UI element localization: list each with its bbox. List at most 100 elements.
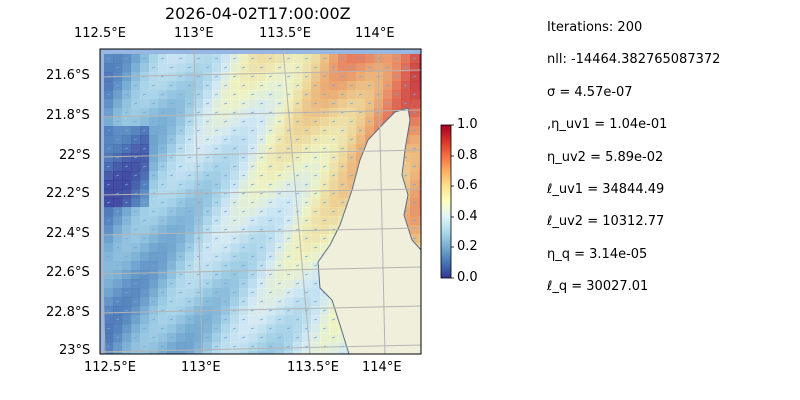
quiver-arrow [322, 219, 327, 222]
quiver-arrow [241, 156, 246, 159]
heatmap-cell [320, 63, 330, 73]
heatmap-cell [176, 261, 186, 271]
quiver-arrow [241, 174, 246, 177]
heatmap-cell [194, 153, 204, 163]
quiver-arrow [412, 57, 417, 60]
quiver-arrow [250, 327, 255, 330]
heatmap-cell [131, 270, 141, 280]
quiver-arrow [151, 174, 156, 177]
heatmap-cell [194, 351, 204, 354]
heatmap-cell [149, 72, 159, 82]
heatmap-cell [320, 207, 330, 217]
heatmap-cell [104, 333, 114, 343]
quiver-arrow [214, 345, 219, 348]
quiver-arrow [214, 111, 219, 114]
heatmap-cell [167, 90, 177, 100]
heatmap-cell [311, 252, 321, 262]
quiver-arrow [187, 318, 192, 321]
heatmap-cell [302, 189, 312, 199]
quiver-arrow [286, 309, 291, 312]
heatmap-cell [149, 54, 159, 64]
quiver-arrow [205, 66, 210, 69]
heatmap-cell [419, 243, 421, 253]
heatmap-cell [203, 216, 213, 226]
heatmap-cell [419, 189, 421, 199]
quiver-arrow [331, 84, 336, 87]
heatmap-cell [104, 279, 114, 289]
heatmap-cell [203, 288, 213, 298]
heatmap-cell [167, 288, 177, 298]
heatmap-cell [248, 81, 258, 91]
heatmap-cell [104, 315, 114, 325]
quiver-arrow [142, 219, 147, 222]
heatmap-cell [140, 117, 150, 127]
heatmap-cell [212, 189, 222, 199]
heatmap-cell [167, 180, 177, 190]
heatmap-cell [284, 99, 294, 109]
heatmap-cell [140, 135, 150, 145]
heatmap-cell [149, 198, 159, 208]
heatmap-cell [239, 180, 249, 190]
heatmap-cell [212, 207, 222, 217]
quiver-arrow [133, 318, 138, 321]
heatmap-cell [113, 162, 123, 172]
quiver-arrow [268, 255, 273, 258]
quiver-arrow [160, 273, 165, 276]
heatmap-cell [338, 117, 348, 127]
quiver-arrow [115, 282, 120, 285]
quiver-arrow [403, 174, 408, 177]
heatmap-cell [104, 99, 114, 109]
heatmap-cell [356, 117, 366, 127]
quiver-arrow [313, 210, 318, 213]
heatmap-cell [284, 81, 294, 91]
heatmap-cell [293, 324, 303, 334]
heatmap-cell [203, 162, 213, 172]
heatmap-cell [176, 171, 186, 181]
heatmap-cell [419, 72, 421, 82]
colorbar-tick: 0.2 [457, 239, 478, 254]
quiver-arrow [214, 219, 219, 222]
heatmap-cell [266, 279, 276, 289]
heatmap-cell [140, 153, 150, 163]
quiver-arrow [295, 246, 300, 249]
quiver-arrow [304, 147, 309, 150]
heatmap-cell [302, 135, 312, 145]
heatmap-cell [320, 171, 330, 181]
heatmap-cell [293, 234, 303, 244]
quiver-arrow [115, 156, 120, 159]
heatmap-cell [104, 153, 114, 163]
heatmap-cell [158, 153, 168, 163]
quiver-arrow [422, 139, 425, 140]
quiver-arrow [304, 129, 309, 132]
heatmap-cell [329, 144, 339, 154]
heatmap-cell [284, 171, 294, 181]
heatmap-cell [284, 189, 294, 199]
quiver-arrow [322, 57, 327, 60]
heatmap-cell [122, 63, 132, 73]
heatmap-cell [311, 351, 321, 354]
quiver-arrow [295, 84, 300, 87]
quiver-arrow [322, 93, 327, 96]
heatmap-cell [302, 171, 312, 181]
heatmap-cell [329, 351, 339, 354]
heatmap-cell [230, 153, 240, 163]
heatmap-cell [149, 216, 159, 226]
heatmap-cell [140, 225, 150, 235]
heatmap-cell [419, 198, 421, 208]
quiver-arrow [313, 192, 318, 195]
heatmap-cell [185, 234, 195, 244]
heatmap-cell [419, 171, 421, 181]
heatmap-cell [158, 297, 168, 307]
heatmap-cell [275, 144, 285, 154]
stat-eta-q: η_q = 3.14e-05 [547, 247, 648, 262]
heatmap-cell [257, 180, 267, 190]
heatmap-cell [266, 135, 276, 145]
quiver-arrow [259, 174, 264, 177]
heatmap-cell [257, 351, 267, 354]
quiver-arrow [340, 93, 345, 96]
quiver-arrow [115, 318, 120, 321]
quiver-arrow [331, 174, 336, 177]
quiver-arrow [322, 327, 327, 330]
quiver-arrow [259, 336, 264, 339]
